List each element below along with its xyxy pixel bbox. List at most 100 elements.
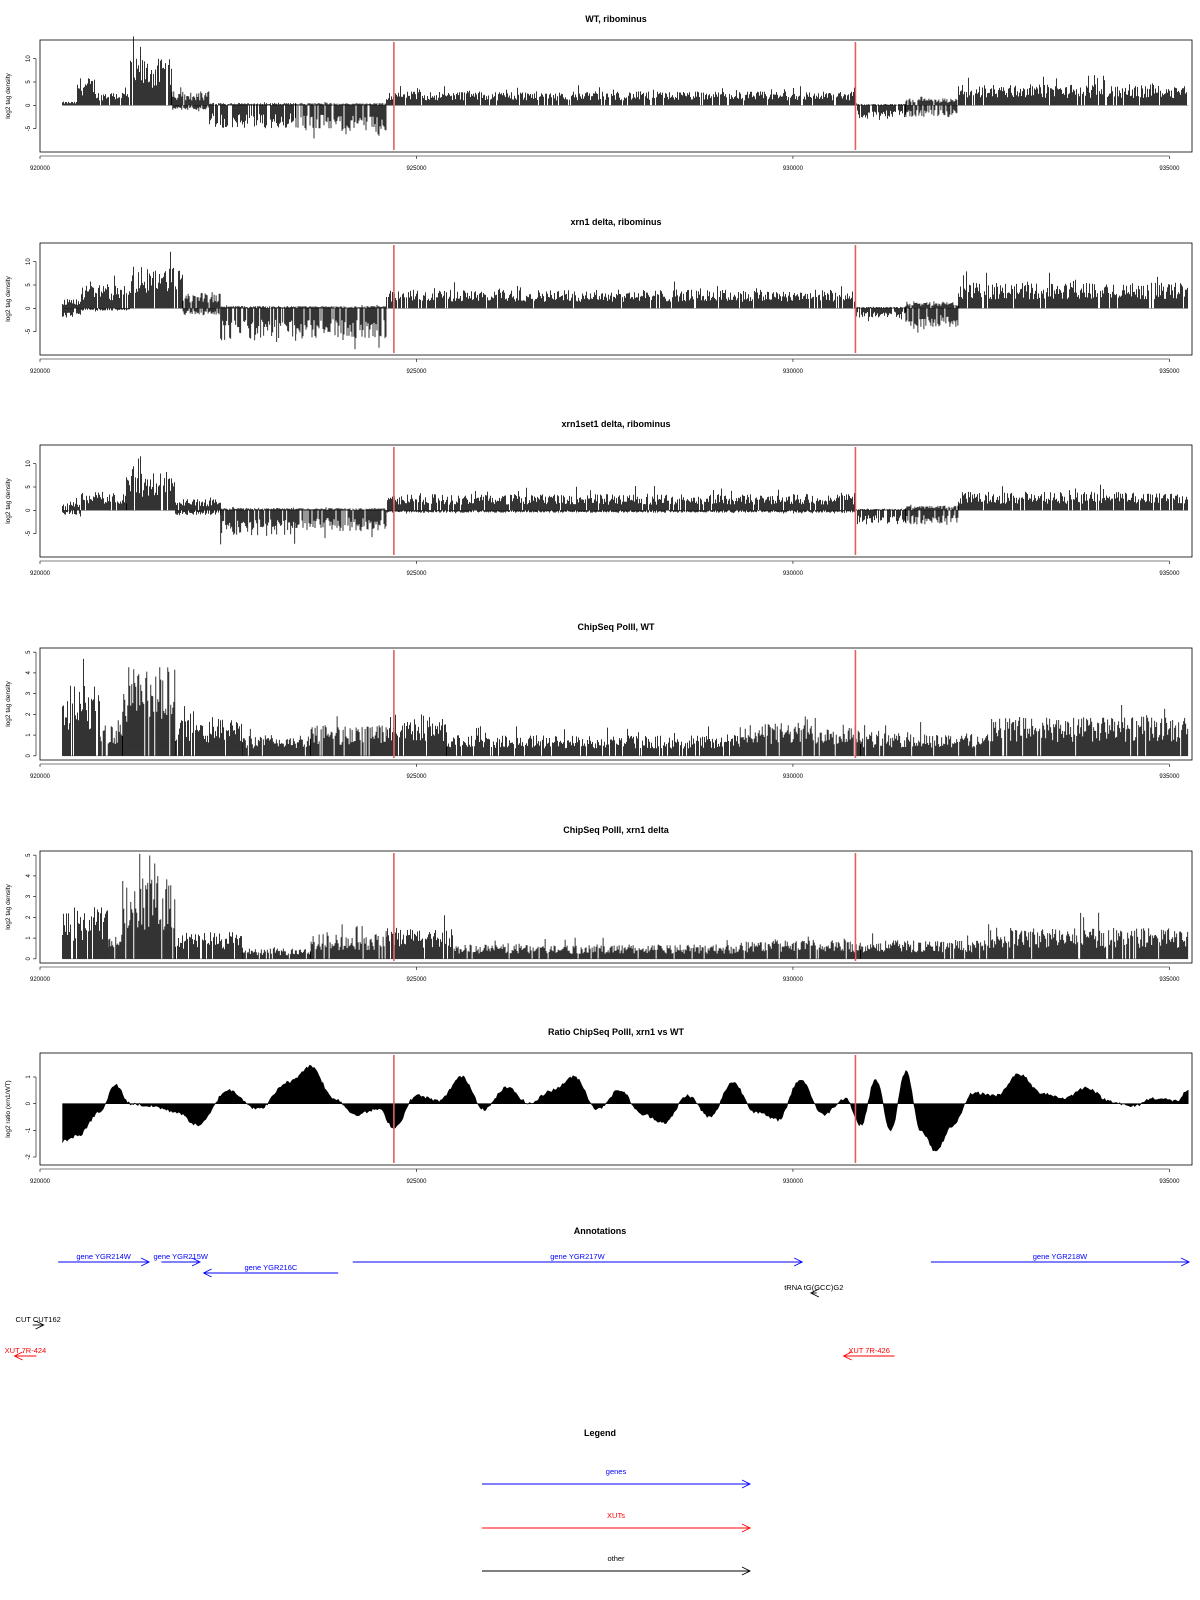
y-tick-label: -5 (26, 125, 32, 131)
feature-gene-ygr218w: gene YGR218W (930, 1252, 1191, 1267)
annotation-features: gene YGR214W gene YGR215W gene YGR216C gene… (5, 1252, 1191, 1361)
legend-items: genes XUTs other (482, 1467, 752, 1576)
track-panel-1: xrn1 delta, ribominus log2 tag density -5 0… (5, 217, 1193, 375)
y-tick-label: 5 (26, 80, 32, 84)
y-tick-label: 1 (26, 733, 32, 737)
feature-gene-ygr215w: gene YGR215W (153, 1252, 209, 1267)
x-tick-label: 920000 (30, 1179, 51, 1185)
x-tick-label: 935000 (1159, 774, 1180, 780)
y-tick-label: 1 (26, 1075, 32, 1079)
x-tick-label: 935000 (1159, 1179, 1180, 1185)
legend-item-xuts: XUTs (482, 1511, 752, 1533)
track-panel-3: ChipSeq PolII, WT log2 tag density 0 1 2 3 4 5 9… (5, 622, 1193, 780)
feature-label: XUT 7R-424 (5, 1346, 47, 1355)
track-data (62, 853, 1189, 960)
signal-bars (62, 456, 1188, 545)
feature-cut-cut162: CUT CUT162 (16, 1315, 61, 1330)
panel-frame (39, 39, 1193, 153)
signal-bars (62, 853, 1189, 959)
x-tick-label: 935000 (1159, 977, 1180, 983)
y-tick-label: 10 (26, 258, 32, 265)
arrowhead-icon (35, 1320, 45, 1330)
panel-title: WT, ribominus (585, 14, 647, 24)
feature-label: gene YGR214W (76, 1252, 131, 1261)
x-tick-label: 930000 (783, 977, 804, 983)
feature-label: CUT CUT162 (16, 1315, 61, 1324)
y-tick-label: -5 (26, 328, 32, 334)
x-tick-label: 920000 (30, 571, 51, 577)
x-tick-label: 920000 (30, 369, 51, 375)
track-data (62, 36, 1189, 139)
y-tick-label: 0 (26, 957, 32, 961)
y-tick-label: 0 (26, 306, 32, 310)
x-tick-label: 920000 (30, 166, 51, 172)
panel-title: Ratio ChipSeq PolII, xrn1 vs WT (548, 1027, 685, 1037)
arrowhead-icon (741, 1523, 752, 1533)
legend-item-other: other (482, 1554, 752, 1576)
x-tick-label: 935000 (1159, 369, 1180, 375)
panel-title: xrn1set1 delta, ribominus (561, 419, 670, 429)
signal-bars (62, 36, 1187, 139)
track-data (62, 1064, 1189, 1152)
feature-label: tRNA tG(GCC)G2 (784, 1283, 843, 1292)
x-tick-label: 920000 (30, 977, 51, 983)
feature-label: gene YGR218W (1033, 1252, 1088, 1261)
feature-trna-tg-gcc-g2: tRNA tG(GCC)G2 (784, 1283, 843, 1298)
arrowhead-icon (793, 1257, 804, 1267)
feature-gene-ygr217w: gene YGR217W (352, 1252, 804, 1267)
track-panel-5: Ratio ChipSeq PolII, xrn1 vs WT log2 rati… (5, 1027, 1193, 1185)
legend-item-genes: genes (482, 1467, 752, 1489)
x-tick-label: 925000 (406, 1179, 427, 1185)
x-tick-label: 930000 (783, 1179, 804, 1185)
annotations-title: Annotations (574, 1226, 627, 1236)
track-panel-0: WT, ribominus log2 tag density -5 0 5 10 92000… (5, 14, 1193, 172)
x-tick-label: 920000 (30, 774, 51, 780)
y-tick-label: 1 (26, 936, 32, 940)
x-tick-label: 930000 (783, 571, 804, 577)
x-tick-label: 925000 (406, 369, 427, 375)
feature-label: gene YGR215W (153, 1252, 208, 1261)
panel-frame (39, 647, 1193, 761)
track-panel-4: ChipSeq PolII, xrn1 delta log2 tag densit… (5, 825, 1193, 983)
y-axis-label: log2 ratio (xrn1/WT) (5, 1080, 12, 1137)
y-tick-label: 10 (26, 55, 32, 62)
x-tick-label: 925000 (406, 571, 427, 577)
y-tick-label: 0 (26, 754, 32, 758)
arrowhead-icon (202, 1268, 212, 1278)
y-tick-label: 0 (26, 1101, 32, 1105)
y-axis-label: log2 tag density (5, 883, 12, 929)
y-tick-label: -2 (26, 1154, 32, 1160)
y-tick-label: -1 (26, 1127, 32, 1133)
signal-bars (62, 251, 1188, 350)
y-tick-label: 5 (26, 650, 32, 654)
y-tick-label: 2 (26, 712, 32, 716)
y-tick-label: 5 (26, 485, 32, 489)
ratio-area (62, 1064, 1189, 1152)
x-tick-label: 925000 (406, 774, 427, 780)
y-tick-label: 2 (26, 915, 32, 919)
annotations-panel: Annotations gene YGR214W gene YGR215Wgene… (5, 1226, 1191, 1361)
y-tick-label: 10 (26, 460, 32, 467)
arrowhead-icon (741, 1566, 752, 1576)
y-tick-label: 5 (26, 853, 32, 857)
panel-title: ChipSeq PolII, WT (578, 622, 655, 632)
arrowhead-icon (191, 1257, 202, 1267)
x-tick-label: 925000 (406, 166, 427, 172)
panel-title: ChipSeq PolII, xrn1 delta (563, 825, 670, 835)
feature-xut-7r-426: XUT 7R-426 (842, 1346, 895, 1361)
panel-frame (39, 242, 1193, 356)
arrowhead-icon (809, 1288, 820, 1298)
legend-title: Legend (584, 1428, 616, 1438)
arrowhead-icon (13, 1351, 23, 1361)
panel-title: xrn1 delta, ribominus (570, 217, 661, 227)
feature-gene-ygr214w: gene YGR214W (58, 1252, 151, 1267)
legend-panel: Legend genes XUTs other (482, 1428, 752, 1576)
y-tick-label: 4 (26, 671, 32, 675)
feature-label: gene YGR217W (550, 1252, 605, 1261)
arrowhead-icon (1180, 1257, 1191, 1267)
feature-label: gene YGR216C (244, 1263, 297, 1272)
x-tick-label: 930000 (783, 166, 804, 172)
feature-gene-ygr216c: gene YGR216C (202, 1263, 339, 1278)
arrowhead-icon (140, 1257, 151, 1267)
